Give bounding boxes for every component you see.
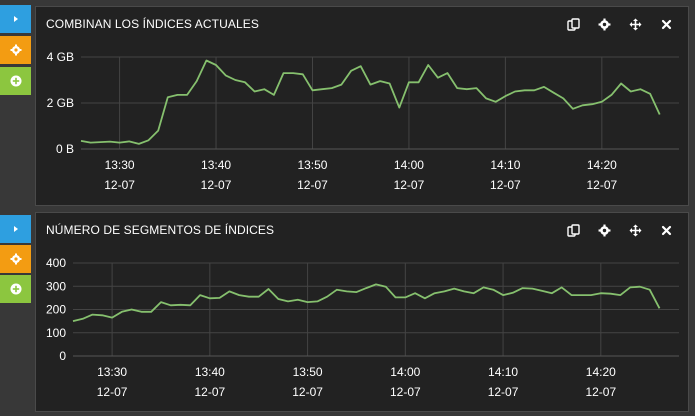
x-tick-date: 12-07 — [394, 178, 425, 192]
settings-button[interactable] — [0, 36, 31, 64]
x-tick-date: 12-07 — [201, 178, 232, 192]
x-tick-date: 12-07 — [390, 385, 421, 399]
index-segments-panel: NÚMERO DE SEGMENTOS DE ÍNDICES 40 — [35, 212, 689, 412]
gear-icon — [10, 44, 21, 56]
gear-icon — [10, 253, 21, 265]
y-tick-label: 2 GB — [47, 96, 74, 110]
y-tick-label: 4 GB — [47, 50, 74, 64]
series-line — [72, 283, 661, 322]
line-chart: 400 300 200 100 0 13:30 12-07 13:40 12-07 13:50 12… — [46, 256, 679, 399]
x-tick-label: 13:30 — [105, 158, 135, 172]
x-tick-date: 12-07 — [488, 385, 519, 399]
move-icon — [629, 224, 642, 236]
x-tick-label: 13:40 — [201, 158, 231, 172]
panel-toolbar — [558, 13, 682, 35]
close-icon — [661, 19, 672, 29]
close-button[interactable] — [651, 219, 682, 241]
settings-button[interactable] — [589, 13, 620, 35]
plus-circle-icon — [10, 75, 21, 87]
play-right-icon — [13, 16, 18, 22]
add-button[interactable] — [0, 275, 31, 303]
copy-button[interactable] — [558, 219, 589, 241]
close-button[interactable] — [651, 13, 682, 35]
x-tick-label: 13:30 — [97, 365, 127, 379]
x-tick-date: 12-07 — [104, 178, 135, 192]
x-tick-label: 14:00 — [390, 365, 420, 379]
x-tick-label: 14:20 — [587, 158, 617, 172]
x-tick-date: 12-07 — [292, 385, 323, 399]
y-tick-label: 0 B — [56, 142, 74, 156]
x-tick-label: 14:10 — [488, 365, 518, 379]
panel-title: NÚMERO DE SEGMENTOS DE ÍNDICES — [46, 223, 275, 237]
move-button[interactable] — [620, 219, 651, 241]
x-tick-date: 12-07 — [297, 178, 328, 192]
x-tick-date: 12-07 — [97, 385, 128, 399]
x-tick-label: 13:50 — [297, 158, 327, 172]
x-tick-label: 14:00 — [394, 158, 424, 172]
copy-icon — [567, 223, 580, 237]
x-tick-label: 14:20 — [586, 365, 616, 379]
series-line — [80, 59, 661, 145]
x-tick-date: 12-07 — [585, 385, 616, 399]
move-icon — [629, 18, 642, 30]
line-chart: 4 GB 2 GB 0 B 13:30 12-07 13:40 12-07 13:50 12-0… — [47, 50, 679, 192]
settings-button[interactable] — [589, 219, 620, 241]
copy-button[interactable] — [558, 13, 589, 35]
panel-toolbar — [558, 219, 682, 241]
gear-icon — [598, 224, 611, 236]
plus-circle-icon — [10, 283, 21, 295]
y-tick-label: 0 — [59, 349, 66, 363]
copy-icon — [567, 17, 580, 31]
play-right-icon — [13, 226, 18, 232]
y-tick-label: 300 — [46, 279, 66, 293]
x-tick-label: 13:50 — [293, 365, 323, 379]
panel-title: COMBINAN LOS ÍNDICES ACTUALES — [46, 17, 259, 31]
x-tick-date: 12-07 — [194, 385, 225, 399]
close-icon — [661, 225, 672, 235]
x-tick-date: 12-07 — [586, 178, 617, 192]
y-tick-label: 100 — [46, 326, 66, 340]
x-tick-date: 12-07 — [490, 178, 521, 192]
x-tick-label: 13:40 — [195, 365, 225, 379]
x-tick-label: 14:10 — [490, 158, 520, 172]
expand-button[interactable] — [0, 215, 31, 243]
move-button[interactable] — [620, 13, 651, 35]
add-button[interactable] — [0, 67, 31, 95]
y-tick-label: 400 — [46, 256, 66, 270]
merged-indices-panel: COMBINAN LOS ÍNDICES ACTUALES 4 G — [35, 6, 689, 206]
gear-icon — [598, 18, 611, 30]
expand-button[interactable] — [0, 5, 31, 33]
y-tick-label: 200 — [46, 303, 66, 317]
settings-button[interactable] — [0, 245, 31, 273]
